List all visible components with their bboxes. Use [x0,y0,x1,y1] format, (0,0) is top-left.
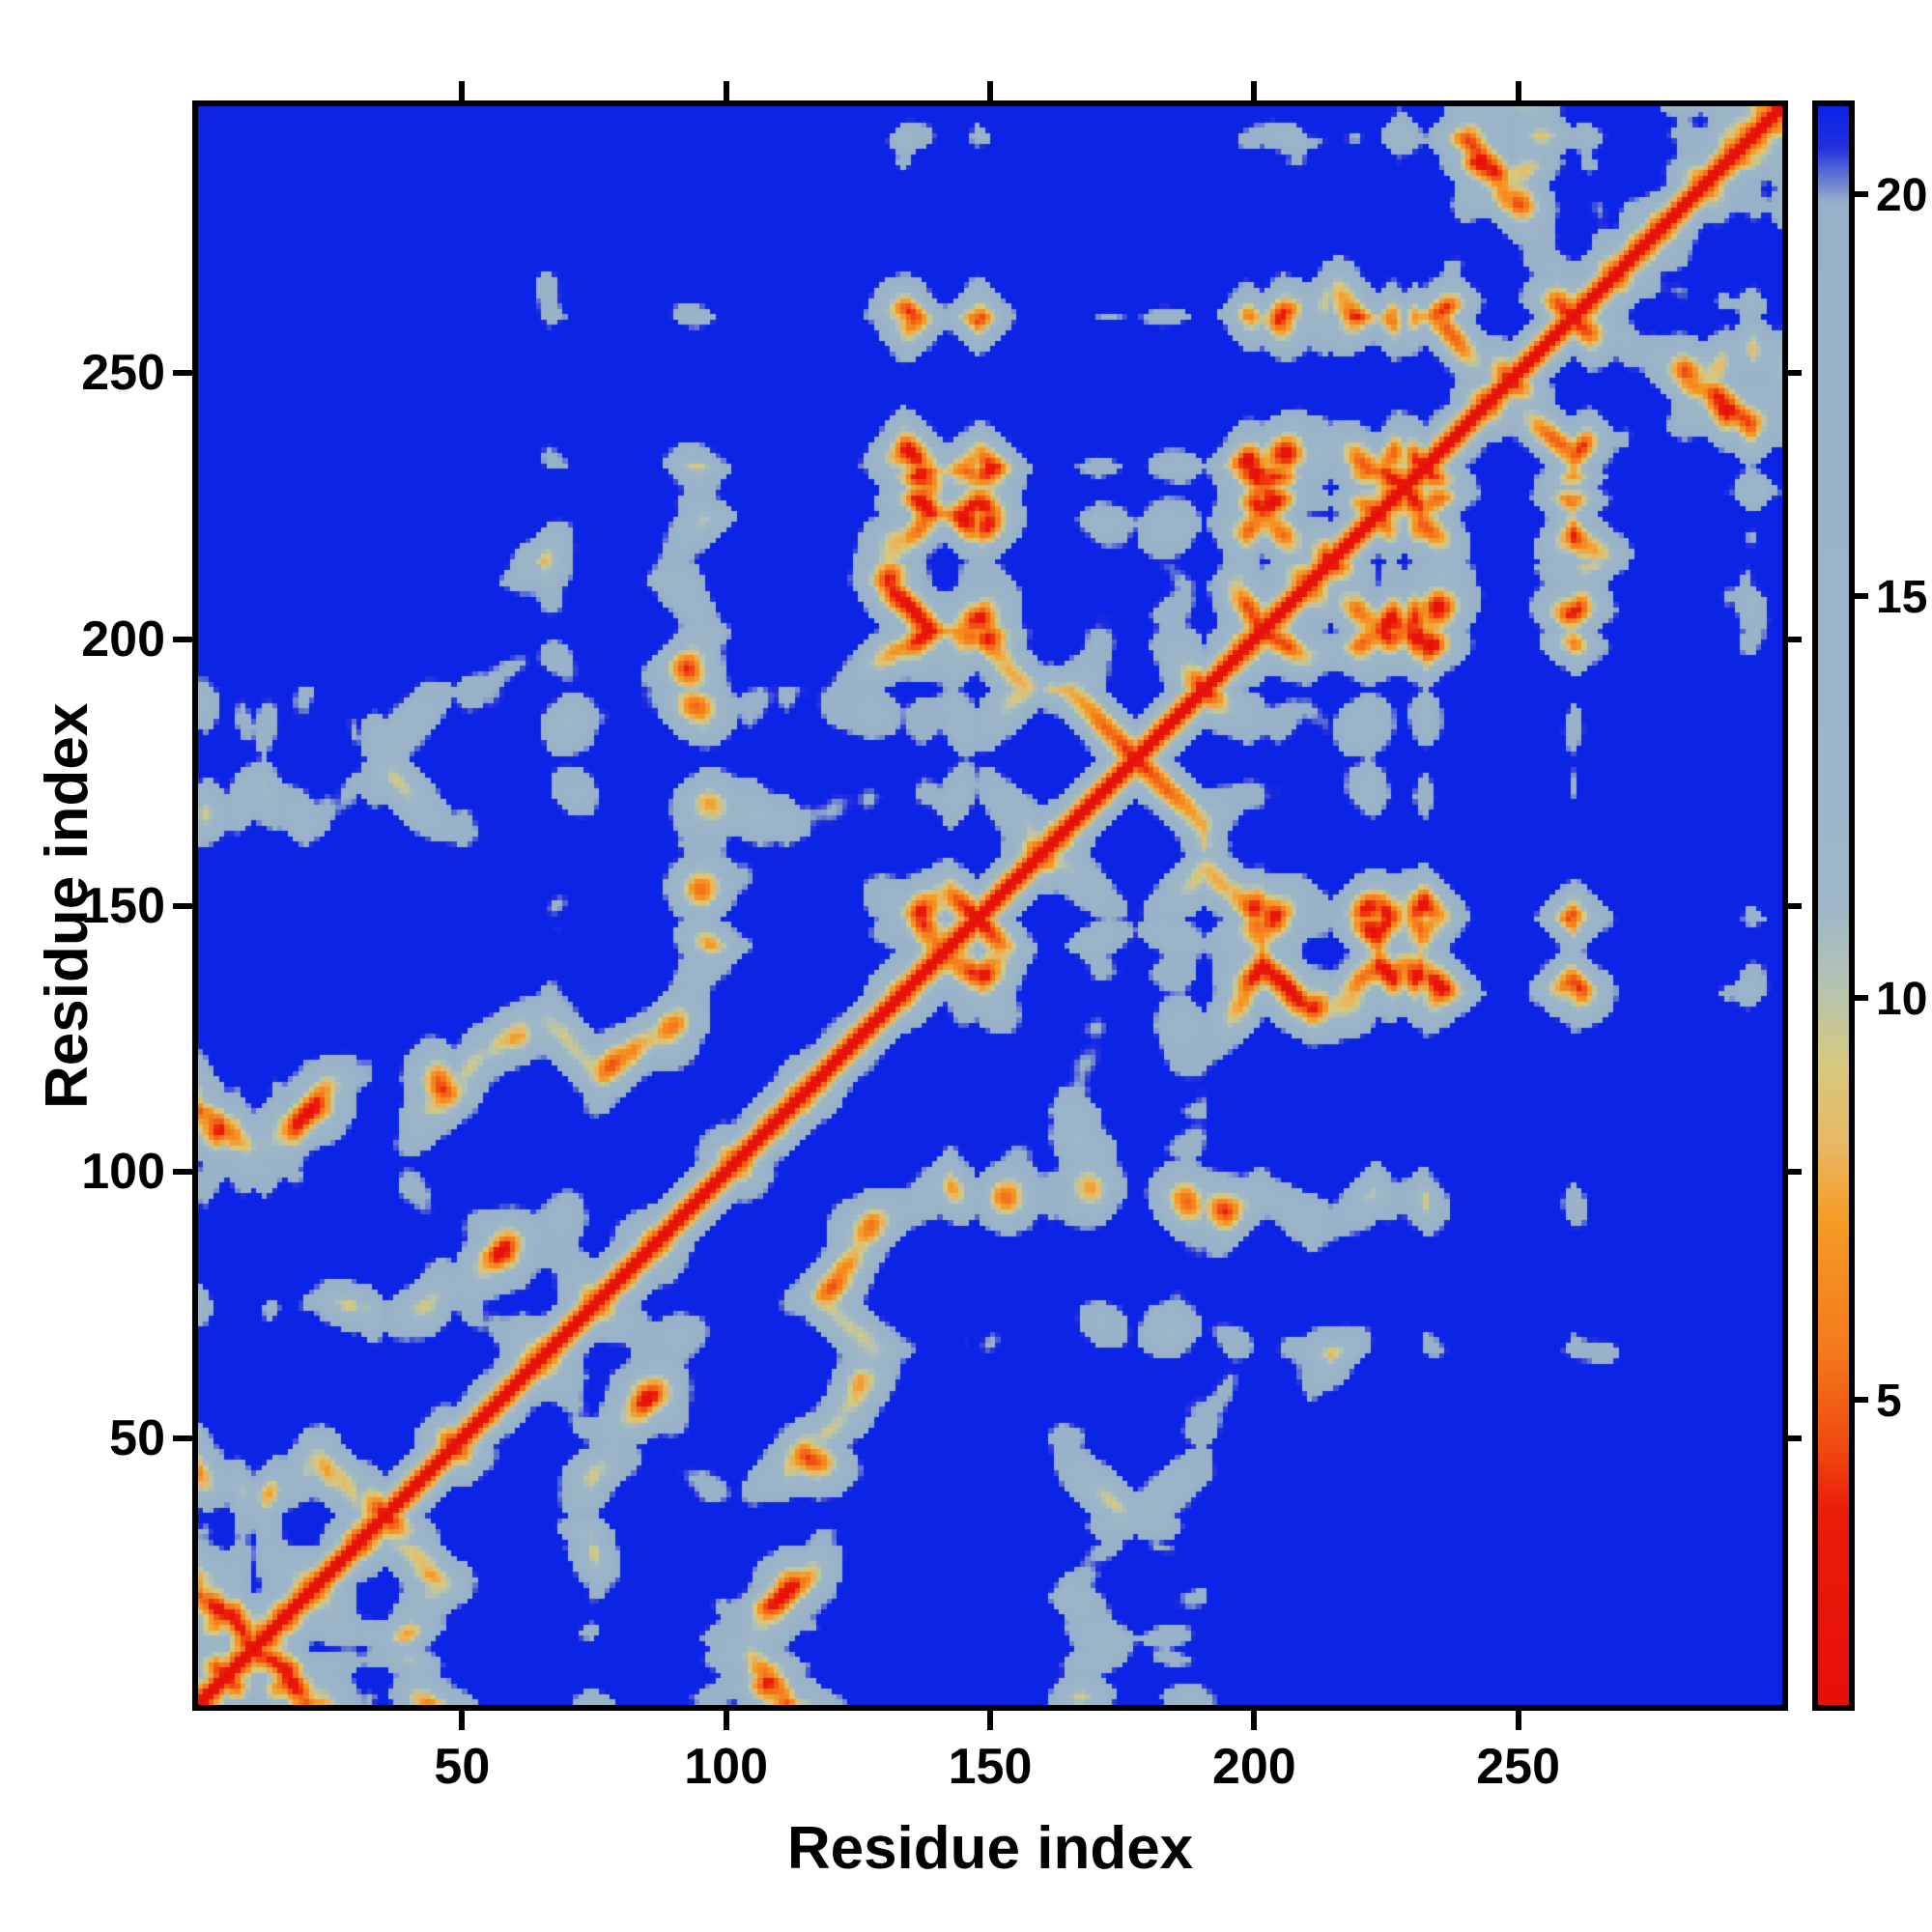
y-tick-mark [173,636,192,642]
y-tick-mark [173,1169,192,1176]
x-tick-label: 100 [684,1739,769,1795]
colorbar-canvas [1818,106,1849,1705]
y-right-tick-mark [1788,636,1802,642]
x-tick-mark [1251,1711,1258,1730]
y-tick-mark [173,1435,192,1442]
x-top-tick-mark [459,81,466,100]
x-top-tick-mark [1251,81,1258,100]
x-tick-mark [459,1711,466,1730]
colorbar-tick-mark [1855,191,1868,198]
colorbar-tick-mark [1855,1396,1868,1403]
x-top-tick-mark [723,81,729,100]
x-top-tick-mark [1515,81,1521,100]
x-tick-mark [987,1711,993,1730]
distance-map-canvas [198,106,1782,1705]
colorbar-tick-label: 20 [1876,170,1928,222]
x-top-tick-mark [987,81,993,100]
y-tick-mark [173,369,192,376]
colorbar-tick-label: 10 [1876,974,1928,1026]
colorbar-tick-mark [1855,593,1868,600]
y-tick-label: 150 [81,877,165,934]
x-tick-label: 250 [1476,1739,1561,1795]
colorbar-tick-label: 15 [1876,572,1928,624]
x-tick-label: 200 [1211,1739,1296,1795]
y-tick-label: 200 [81,611,165,668]
y-tick-label: 100 [81,1144,165,1201]
colorbar-tick-mark [1855,995,1868,1002]
y-tick-label: 250 [81,344,165,401]
x-axis-label: Residue index [786,1815,1194,1882]
x-tick-label: 150 [948,1739,1033,1795]
x-tick-label: 50 [434,1739,491,1795]
y-tick-mark [173,902,192,909]
y-right-tick-mark [1788,1169,1802,1176]
y-right-tick-mark [1788,902,1802,909]
x-tick-mark [1515,1711,1521,1730]
y-right-tick-mark [1788,369,1802,376]
colorbar-tick-label: 5 [1876,1375,1902,1427]
y-right-tick-mark [1788,1435,1802,1442]
y-tick-label: 50 [109,1410,165,1467]
x-tick-mark [723,1711,729,1730]
